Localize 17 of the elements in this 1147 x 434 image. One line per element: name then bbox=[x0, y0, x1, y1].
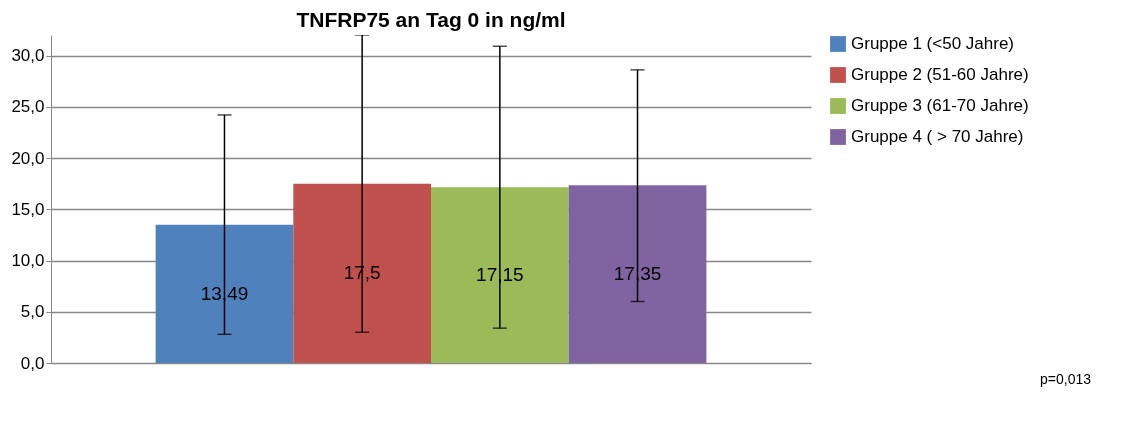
y-tick-label: 30,0 bbox=[11, 46, 45, 65]
y-tick-label: 20,0 bbox=[11, 148, 45, 168]
chart-title: TNFRP75 an Tag 0 in ng/ml bbox=[296, 8, 566, 31]
legend-label: Gruppe 3 (61-70 Jahre) bbox=[851, 96, 1029, 115]
y-tick-label: 0,0 bbox=[20, 353, 45, 373]
legend-label: Gruppe 1 (<50 Jahre) bbox=[851, 34, 1015, 53]
y-tick-label: 25,0 bbox=[11, 97, 45, 117]
bar bbox=[155, 224, 294, 363]
y-tick-label: 10,0 bbox=[11, 251, 45, 270]
bar bbox=[568, 185, 707, 363]
legend-label: Gruppe 2 (51-60 Jahre) bbox=[851, 65, 1029, 84]
y-tick-label: 5,0 bbox=[20, 302, 45, 322]
y-tick-label: 15,0 bbox=[11, 199, 45, 219]
bar bbox=[431, 187, 569, 363]
text: p=0,013 bbox=[1040, 371, 1092, 387]
bar bbox=[293, 183, 431, 363]
legend-label: Gruppe 4 ( > 70 Jahre) bbox=[851, 127, 1024, 146]
